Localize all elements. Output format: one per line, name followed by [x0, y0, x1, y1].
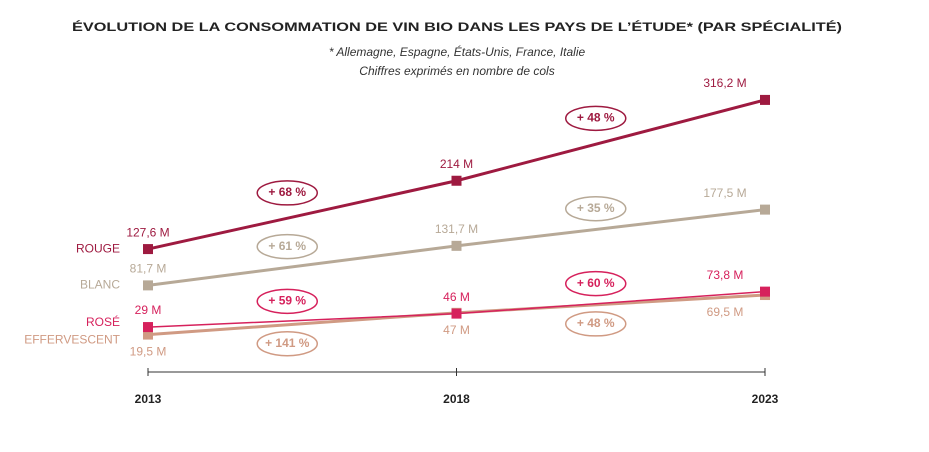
value-label: 131,7 M	[435, 222, 478, 236]
value-label: 127,6 M	[126, 225, 169, 239]
point	[143, 244, 153, 255]
growth-label: + 35 %	[577, 201, 615, 215]
growth-label: + 48 %	[577, 316, 615, 330]
x-tick-label: 2023	[752, 392, 779, 406]
growth-badge	[256, 180, 318, 206]
value-label: 19,5 M	[130, 345, 167, 359]
value-label: 214 M	[440, 157, 473, 171]
point	[143, 329, 153, 340]
value-label: 81,7 M	[130, 262, 167, 276]
growth-label: + 141 %	[265, 336, 310, 350]
value-label: 29 M	[135, 303, 162, 317]
growth-label: + 61 %	[268, 239, 306, 253]
legend-label: ROSÉ	[86, 314, 120, 329]
growth-label: + 48 %	[577, 111, 615, 125]
point	[760, 94, 770, 105]
value-label: 47 M	[443, 323, 470, 337]
x-tick-label: 2018	[443, 392, 470, 406]
legend-label: EFFERVESCENT	[24, 333, 120, 347]
growth-label: + 59 %	[268, 294, 306, 308]
growth-badge	[565, 105, 627, 132]
value-label: 46 M	[443, 290, 470, 304]
chart-title: ÉVOLUTION DE LA CONSOMMATION DE VIN BIO …	[72, 19, 842, 34]
growth-badge	[256, 288, 318, 315]
growth-badge	[256, 330, 318, 357]
point	[451, 175, 462, 186]
value-label: 73,8 M	[707, 268, 744, 282]
growth-badge	[256, 233, 318, 260]
value-label: 69,5 M	[707, 305, 744, 319]
value-label: 316,2 M	[703, 76, 746, 90]
chart-subtitle: Chiffres exprimés en nombre de cols	[359, 64, 554, 78]
growth-label: + 60 %	[577, 276, 615, 290]
point	[143, 322, 153, 333]
point	[760, 286, 770, 297]
point	[143, 280, 153, 291]
value-label: 177,5 M	[703, 186, 746, 200]
growth-label: + 68 %	[268, 185, 306, 199]
point	[760, 204, 770, 215]
legend-label: ROUGE	[76, 241, 120, 255]
growth-badge	[565, 195, 627, 222]
growth-badge	[565, 270, 627, 297]
chart-subtitle: * Allemagne, Espagne, États-Unis, France…	[329, 44, 586, 59]
x-tick-label: 2013	[135, 392, 162, 406]
growth-badge	[565, 311, 627, 337]
point	[451, 308, 462, 319]
point	[451, 240, 462, 251]
legend-label: BLANC	[80, 278, 120, 292]
